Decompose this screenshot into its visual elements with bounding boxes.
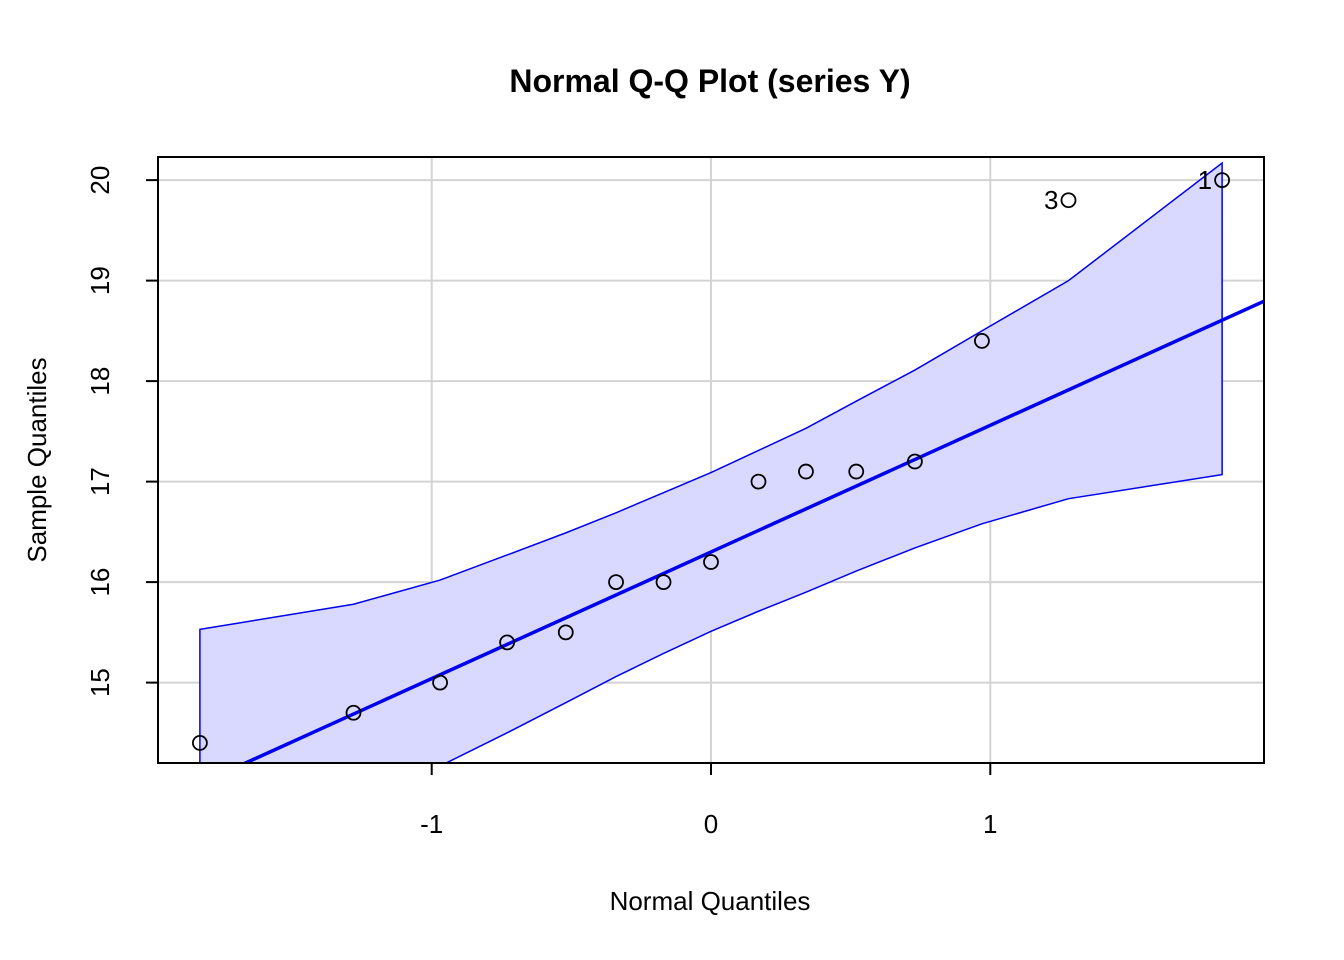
x-tick-label: 0 [704, 809, 718, 839]
data-point [1214, 172, 1231, 189]
y-tick-label: 18 [85, 367, 115, 396]
point-label: 3 [1044, 185, 1058, 215]
data-point [191, 735, 208, 751]
x-tick-label: 1 [983, 809, 997, 839]
data-point [345, 704, 362, 721]
y-axis: 15 16 17 18 19 20 [85, 166, 158, 697]
confidence-band [199, 161, 1223, 763]
x-axis-label: Normal Quantiles [610, 886, 811, 916]
reference-line-group [241, 299, 1264, 763]
data-point [1060, 192, 1077, 209]
data-point [750, 473, 767, 490]
chart-title: Normal Q-Q Plot (series Y) [509, 63, 910, 99]
y-tick-label: 16 [85, 568, 115, 597]
data-point [974, 333, 990, 349]
point-label: 1 [1198, 165, 1212, 195]
data-points: 31 [191, 165, 1231, 751]
y-tick-label: 15 [85, 668, 115, 697]
data-point [798, 463, 814, 480]
y-axis-label: Sample Quantiles [22, 357, 52, 562]
data-point [848, 463, 865, 480]
data-point [703, 554, 719, 570]
data-point [608, 574, 624, 591]
y-tick-label: 19 [85, 266, 115, 295]
x-axis: -1 0 1 [420, 763, 998, 839]
data-point [655, 574, 672, 591]
y-tick-label: 17 [85, 467, 115, 496]
data-point [432, 674, 448, 691]
data-point [557, 624, 574, 641]
confidence-band-area [199, 161, 1223, 763]
y-tick-label: 20 [85, 166, 115, 195]
data-point [906, 453, 923, 470]
x-tick-label: -1 [420, 809, 443, 839]
data-point [499, 634, 516, 651]
reference-line [241, 299, 1264, 763]
